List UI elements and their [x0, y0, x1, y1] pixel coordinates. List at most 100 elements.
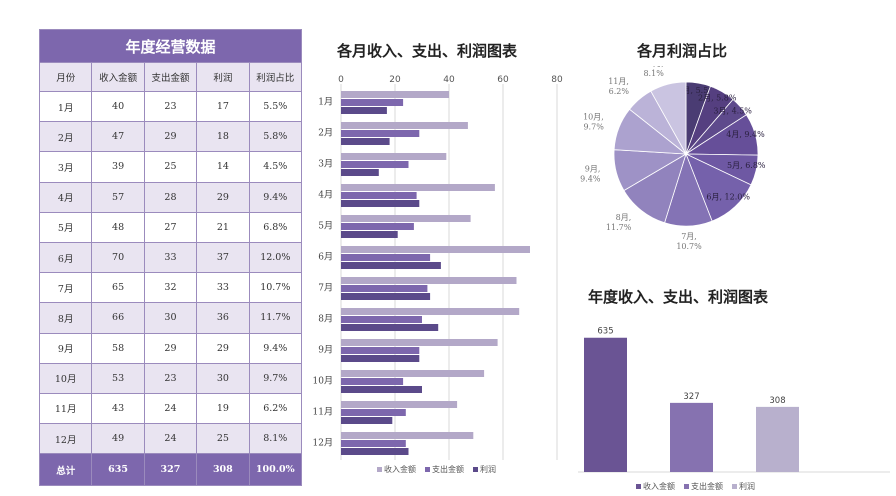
bar-profit [341, 138, 390, 145]
pie-data-label: 11月, 6.2% [608, 77, 629, 96]
cell-expense: 33 [143, 241, 198, 274]
bar-income [341, 91, 449, 98]
bar-income [341, 339, 498, 346]
cell-expense: 23 [143, 90, 198, 123]
y-category-label: 4月 [318, 190, 333, 201]
cell-expense: 29 [143, 121, 198, 153]
legend-swatch [732, 484, 737, 489]
x-tick-label: 80 [551, 75, 563, 85]
legend-label: 支出金额 [432, 464, 464, 474]
bar-profit [341, 262, 441, 269]
pie-slice [650, 81, 687, 156]
pie-data-label: 5月, 6.8% [727, 161, 766, 170]
legend-swatch [636, 484, 641, 489]
cell-expense: 30 [143, 302, 198, 334]
x-tick-label: 60 [497, 75, 509, 85]
bar-income [341, 246, 530, 253]
cell-month: 4月 [38, 181, 93, 213]
cell-income: 43 [91, 392, 145, 425]
cell-income: 70 [91, 241, 145, 274]
cell-profit-share: 9.7% [248, 362, 303, 394]
monthly-chart-title: 各月收入、支出、利润图表 [337, 42, 518, 60]
monthly-bar-chart: 0 20 40 60 80 1月 2月 3月 4月 5月 6月 7月 8月 9月 10月 11月 12月收入金额… [313, 75, 563, 474]
cell-income: 48 [91, 211, 145, 243]
cell-expense: 24 [143, 423, 198, 455]
y-category-label: 7月 [318, 283, 333, 294]
bar-income [341, 308, 520, 315]
y-category-label: 8月 [318, 314, 333, 325]
legend-swatch [377, 467, 382, 472]
annual-bar-value-label: 308 [769, 396, 785, 406]
cell-profit-share: 9.4% [248, 181, 303, 213]
cell-month: 1月 [38, 90, 93, 123]
annual-bar-value-label: 327 [683, 392, 699, 402]
cell-profit: 37 [196, 241, 250, 274]
x-tick-label: 20 [389, 75, 401, 85]
table-row: 8月 66 30 36 11.7% [38, 302, 303, 334]
cell-profit: 21 [196, 211, 250, 243]
table-row: 9月 58 29 29 9.4% [38, 332, 303, 364]
annual-bar-chart: 635 327 308 收入金额 支出金额 利润 [578, 327, 890, 491]
cell-profit-share: 6.2% [248, 392, 303, 425]
cell-profit: 17 [196, 90, 250, 123]
cell-profit-share: 12.0% [248, 241, 303, 274]
total-label: 总计 [38, 453, 93, 487]
y-category-label: 9月 [318, 345, 333, 356]
bar-expense [341, 254, 431, 261]
cell-income: 47 [91, 121, 145, 153]
pie-data-label: 9月, 9.4% [580, 165, 601, 184]
cell-month: 6月 [38, 241, 93, 274]
header-expense: 支出金额 [143, 62, 198, 92]
bar-profit [341, 386, 422, 393]
bar-profit [341, 231, 398, 238]
total-income: 635 [91, 453, 145, 487]
annual-bar [584, 337, 627, 472]
bar-income [341, 122, 468, 129]
y-category-label: 12月 [313, 438, 333, 449]
bar-profit [341, 324, 439, 331]
header-month: 月份 [38, 62, 93, 92]
bar-expense [341, 409, 406, 416]
total-profit: 308 [196, 453, 250, 487]
bar-profit [341, 200, 420, 207]
cell-profit: 36 [196, 302, 250, 334]
cell-expense: 25 [143, 151, 198, 183]
bar-profit [341, 293, 431, 300]
pie-data-label: 1月, 5.5% [677, 86, 716, 95]
total-profit-share: 100.0% [248, 453, 303, 487]
table-row: 4月 57 28 29 9.4% [38, 181, 303, 213]
bar-expense [341, 378, 404, 385]
header-income: 收入金额 [91, 62, 145, 92]
cell-profit-share: 10.7% [248, 272, 303, 304]
bar-expense [341, 347, 420, 354]
bar-expense [341, 440, 406, 447]
bar-income [341, 184, 495, 191]
table-row: 10月 53 23 30 9.7% [38, 362, 303, 394]
pie-data-label: 8月, 11.7% [606, 213, 632, 232]
table-row: 7月 65 32 33 10.7% [38, 272, 303, 304]
legend-label: 收入金额 [384, 464, 416, 474]
table-row: 3月 39 25 14 4.5% [38, 151, 303, 183]
bar-income [341, 370, 485, 377]
legend-label: 利润 [739, 481, 755, 491]
bar-income [341, 432, 474, 439]
cell-month: 10月 [38, 362, 93, 394]
cell-profit: 29 [196, 332, 250, 364]
cell-month: 11月 [38, 392, 93, 425]
cell-income: 65 [91, 272, 145, 304]
bar-expense [341, 223, 414, 230]
pie-data-label: 3月, 4.5% [713, 106, 752, 115]
cell-month: 5月 [38, 211, 93, 243]
y-category-label: 11月 [313, 407, 333, 418]
annual-chart-title: 年度收入、支出、利润图表 [588, 288, 769, 306]
cell-month: 2月 [38, 121, 93, 153]
table-row: 11月 43 24 19 6.2% [38, 392, 303, 425]
cell-month: 12月 [38, 423, 93, 455]
cell-profit-share: 4.5% [248, 151, 303, 183]
table-row: 6月 70 33 37 12.0% [38, 241, 303, 274]
pie-data-label: 7月, 10.7% [676, 232, 702, 251]
cell-expense: 27 [143, 211, 198, 243]
pie-data-label: 4月, 9.4% [726, 130, 765, 139]
legend-label: 收入金额 [643, 481, 675, 491]
cell-income: 57 [91, 181, 145, 213]
